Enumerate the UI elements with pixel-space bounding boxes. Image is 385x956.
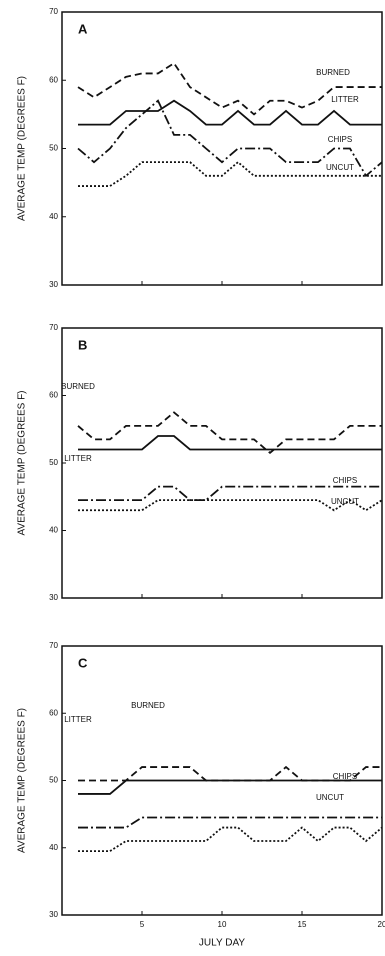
y-tick-label: 70 xyxy=(49,641,58,650)
series-label: BURNED xyxy=(131,701,165,710)
y-tick-label: 30 xyxy=(49,593,58,602)
y-tick-label: 60 xyxy=(49,391,58,400)
series-label: UNCUT xyxy=(326,163,354,172)
plot-frame xyxy=(61,327,383,599)
series-line xyxy=(78,779,382,795)
y-tick-label: 30 xyxy=(49,280,58,289)
series-label: LITTER xyxy=(331,95,359,104)
y-tick-label: 70 xyxy=(49,323,58,332)
series-line xyxy=(77,411,382,455)
series-line xyxy=(78,160,382,187)
y-axis-label: AVERAGE TEMP (DEGREES F) xyxy=(17,76,28,221)
x-axis-label: JULY DAY xyxy=(199,938,245,949)
x-tick-label: 20 xyxy=(378,920,385,929)
y-tick-label: 40 xyxy=(49,212,58,221)
series-label: UNCUT xyxy=(331,497,359,506)
y-tick-label: 40 xyxy=(49,526,58,535)
y-tick-label: 40 xyxy=(49,843,58,852)
x-tick-label: 5 xyxy=(140,920,145,929)
x-tick-label: 15 xyxy=(298,920,307,929)
y-tick-label: 50 xyxy=(49,144,58,153)
y-tick-label: 50 xyxy=(49,458,58,467)
y-tick-label: 30 xyxy=(49,910,58,919)
series-line xyxy=(78,816,382,829)
series-label: CHIPS xyxy=(333,476,357,485)
y-axis-label: AVERAGE TEMP (DEGREES F) xyxy=(17,708,28,853)
series-label: LITTER xyxy=(64,715,92,724)
series-label: BURNED xyxy=(316,68,350,77)
y-tick-label: 50 xyxy=(49,776,58,785)
series-line xyxy=(78,826,383,853)
series-label: LITTER xyxy=(64,454,92,463)
series-line xyxy=(78,99,382,126)
y-tick-label: 70 xyxy=(49,7,58,16)
y-axis-label: AVERAGE TEMP (DEGREES F) xyxy=(17,390,28,535)
y-tick-label: 60 xyxy=(49,75,58,84)
series-label: BURNED xyxy=(61,382,95,391)
y-tick-label: 60 xyxy=(49,708,58,717)
series-label: UNCUT xyxy=(316,793,344,802)
panel-letter: B xyxy=(78,337,87,352)
x-tick-label: 10 xyxy=(218,920,227,929)
panel-letter: C xyxy=(78,655,88,670)
panel-letter: A xyxy=(78,21,88,36)
series-line xyxy=(77,61,382,116)
series-line xyxy=(77,99,383,178)
series-label: CHIPS xyxy=(328,135,352,144)
series-line xyxy=(78,435,382,451)
series-line xyxy=(78,485,382,502)
series-label: CHIPS xyxy=(333,772,357,781)
